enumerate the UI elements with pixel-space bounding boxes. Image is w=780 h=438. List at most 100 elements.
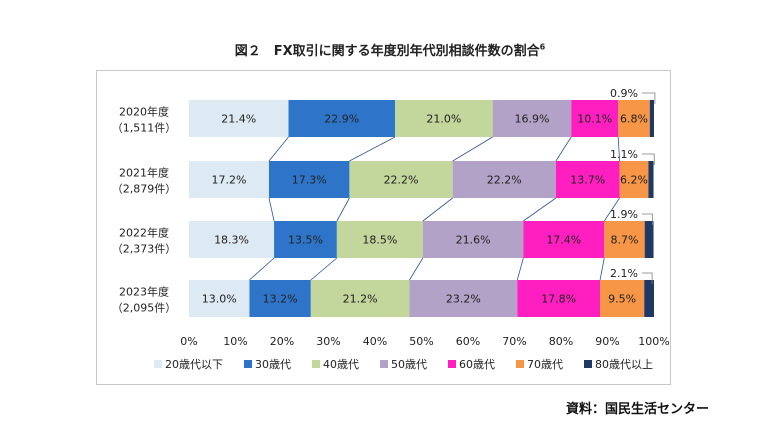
bar-segment-4-1 (492, 100, 572, 137)
series-line-2-2 (268, 197, 275, 222)
x-tick-label-4: 30% (316, 335, 340, 348)
data-label-3-1: 21.0% (426, 113, 461, 126)
data-label-6-2: 6.2% (620, 174, 648, 187)
legend-label-2: 30歳代 (255, 358, 291, 371)
data-label-3-3: 18.5% (362, 234, 397, 247)
bar-segment-4-2 (452, 161, 556, 198)
category-count-label-1: （1,511件） (112, 122, 177, 135)
callout-label-1: 0.9% (610, 87, 638, 100)
x-tick-label-6: 50% (409, 335, 433, 348)
data-label-2-4: 13.2% (263, 293, 298, 306)
series-line-6-1 (617, 136, 620, 162)
bar-segment-6-4 (600, 280, 645, 317)
bar-segment-3-1 (394, 100, 493, 137)
bar-segment-1-2 (189, 161, 269, 198)
bar-segment-2-3 (274, 221, 337, 258)
data-label-5-4: 17.8% (541, 293, 576, 306)
data-label-3-2: 22.2% (384, 174, 419, 187)
data-label-4-3: 21.6% (456, 234, 491, 247)
x-tick-label-2: 10% (223, 335, 247, 348)
x-tick-label-9: 80% (549, 335, 573, 348)
chart-title: 図２ FX取引に関する年度別年代別相談件数の割合6 (0, 40, 780, 59)
bar-segment-3-4 (310, 280, 410, 317)
bar-segment-2-4 (249, 280, 311, 317)
category-year-label-4: 2023年度 (119, 285, 169, 299)
bar-segment-5-4 (517, 280, 601, 317)
category-count-label-2: （2,879件） (112, 183, 177, 196)
bar-segment-5-2 (555, 161, 620, 198)
series-line-2-1 (268, 136, 289, 162)
bar-segment-6-2 (619, 161, 649, 198)
data-label-6-4: 9.5% (608, 293, 636, 306)
callout-label-3: 1.9% (610, 208, 638, 221)
legend-swatch-7 (584, 360, 592, 368)
series-line-3-2 (336, 197, 350, 222)
chart-title-footnote: 6 (539, 42, 546, 52)
series-line-4-3 (409, 257, 424, 281)
data-label-2-3: 13.5% (288, 234, 323, 247)
chart-title-text: 図２ FX取引に関する年度別年代別相談件数の割合 (234, 44, 540, 59)
bar-segment-6-1 (618, 100, 650, 137)
callout-leader-1 (642, 92, 656, 104)
bar-segment-7-3 (644, 221, 654, 258)
bar-segment-4-3 (422, 221, 524, 258)
bar-segment-2-2 (268, 161, 350, 198)
bar-segment-7-2 (648, 161, 654, 198)
legend-label-3: 40歳代 (323, 358, 359, 371)
series-line-5-1 (555, 136, 572, 162)
x-tick-label-1: 0% (180, 335, 197, 348)
callout-leader-3 (642, 213, 653, 225)
legend-label-4: 50歳代 (391, 358, 427, 371)
series-line-5-2 (523, 197, 557, 222)
bar-segment-3-3 (336, 221, 423, 258)
bar-segment-5-3 (523, 221, 605, 258)
x-tick-label-3: 20% (270, 335, 294, 348)
legend-label-1: 20歳代以下 (165, 358, 223, 371)
series-line-3-3 (310, 257, 338, 281)
legend-swatch-6 (516, 360, 524, 368)
legend-label-5: 60歳代 (459, 358, 495, 371)
data-label-2-2: 17.3% (292, 174, 327, 187)
bar-segment-1-3 (189, 221, 275, 258)
category-year-label-3: 2022年度 (119, 226, 169, 240)
data-label-1-1: 21.4% (221, 113, 256, 126)
data-label-3-4: 21.2% (343, 293, 378, 306)
data-label-5-3: 17.4% (546, 234, 581, 247)
data-label-4-4: 23.2% (446, 293, 481, 306)
x-tick-label-7: 60% (456, 335, 480, 348)
data-label-5-1: 10.1% (577, 113, 612, 126)
data-label-1-4: 13.0% (202, 293, 237, 306)
x-tick-label-5: 40% (363, 335, 387, 348)
data-label-4-1: 16.9% (514, 113, 549, 126)
data-label-6-3: 8.7% (610, 234, 638, 247)
callout-label-2: 1.1% (610, 148, 638, 161)
data-label-4-2: 22.2% (487, 174, 522, 187)
data-label-2-1: 22.9% (324, 113, 359, 126)
legend-label-6: 70歳代 (527, 358, 563, 371)
bar-segment-7-4 (644, 280, 654, 317)
source-note: 資料：国民生活センター (566, 402, 710, 417)
legend-swatch-4 (380, 360, 388, 368)
series-line-5-3 (516, 257, 524, 281)
category-year-label-2: 2021年度 (119, 166, 169, 180)
category-count-label-4: （2,095件） (112, 302, 177, 315)
data-label-5-2: 13.7% (570, 174, 605, 187)
callout-leader-4 (642, 272, 653, 284)
bar-segment-5-1 (571, 100, 619, 137)
series-line-6-2 (603, 197, 620, 222)
x-tick-label-8: 70% (502, 335, 526, 348)
legend-swatch-2 (244, 360, 252, 368)
data-label-6-1: 6.8% (620, 113, 648, 126)
legend-swatch-5 (448, 360, 456, 368)
legend-label-7: 80歳代以上 (595, 358, 653, 371)
data-label-1-2: 17.2% (212, 174, 247, 187)
series-line-6-3 (599, 257, 605, 281)
bar-segment-4-4 (409, 280, 518, 317)
bar-segment-6-3 (604, 221, 645, 258)
category-year-label-1: 2020年度 (119, 105, 169, 119)
series-line-3-1 (349, 136, 396, 162)
bar-segment-2-1 (288, 100, 395, 137)
data-label-1-3: 18.3% (214, 234, 249, 247)
stacked-bar-chart: 21.4% 17.2% 18.3% 13.0% 22.9% 17.3% 13.5% 13.2%… (112, 87, 670, 371)
callout-label-4: 2.1% (610, 267, 638, 280)
